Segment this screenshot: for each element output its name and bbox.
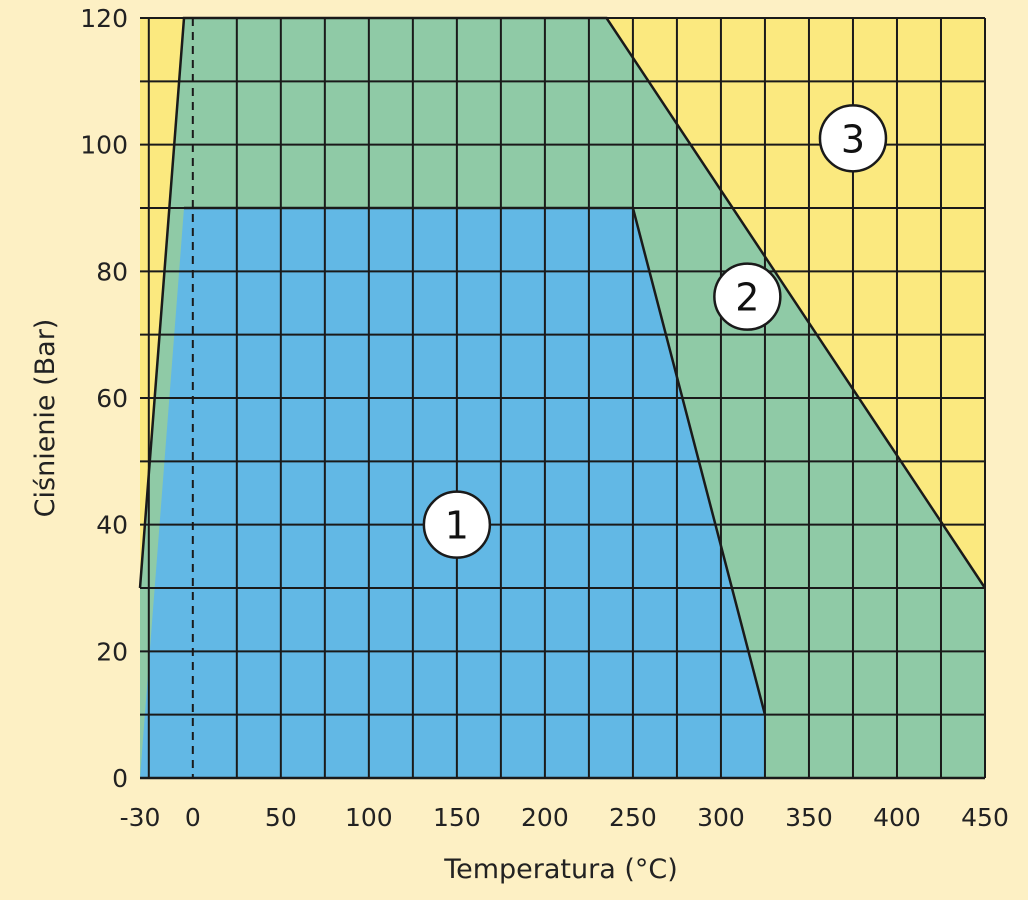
x-axis-label: Temperatura (°C) [443, 854, 678, 885]
x-axis-ticks: -30 0 50 100 150 200 250 300 350 400 450 [120, 803, 1009, 832]
y-tick-label: 40 [96, 511, 128, 540]
y-tick-label: 120 [80, 4, 128, 33]
region-labels: 3 2 1 [422, 104, 888, 559]
y-tick-label: 80 [96, 257, 128, 286]
x-tick-label: -30 [120, 803, 161, 832]
x-tick-label: 200 [521, 803, 569, 832]
y-tick-label: 60 [96, 384, 128, 413]
region-2-label: 2 [735, 276, 759, 320]
x-tick-label: 450 [961, 803, 1009, 832]
region-outlines [138, 16, 987, 715]
x-tick-label: 400 [873, 803, 921, 832]
region-3-label: 3 [841, 117, 865, 161]
region-2-marker [713, 262, 782, 331]
x-tick-label: 250 [609, 803, 657, 832]
x-tick-label: 50 [265, 803, 297, 832]
y-axis-ticks: 0 20 40 60 80 100 120 [80, 4, 128, 793]
region-1-marker [422, 490, 492, 559]
y-tick-label: 20 [96, 637, 128, 666]
x-tick-label: 350 [785, 803, 833, 832]
x-tick-label: 150 [433, 803, 481, 832]
x-tick-label: 300 [697, 803, 745, 832]
region-2-boundary [138, 16, 987, 589]
y-tick-label: 100 [80, 131, 128, 160]
region-1-boundary [184, 206, 767, 715]
y-tick-label: 0 [112, 764, 128, 793]
region-3-marker [818, 104, 888, 173]
y-axis-label: Ciśnienie (Bar) [30, 319, 61, 518]
region-1-label: 1 [445, 504, 469, 548]
x-tick-label: 100 [345, 803, 393, 832]
x-tick-label: 0 [185, 803, 201, 832]
